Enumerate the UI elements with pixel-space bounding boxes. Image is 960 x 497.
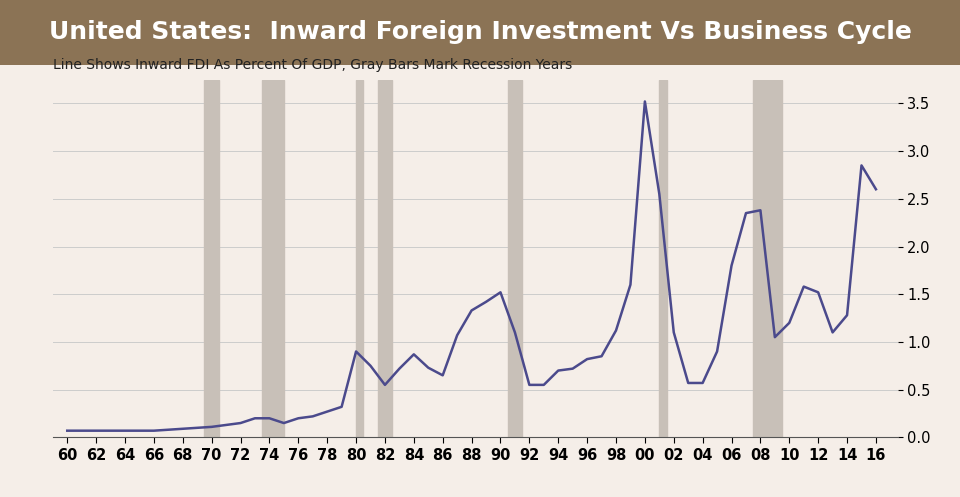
Bar	[377, 80, 393, 437]
Text: United States:  Inward Foreign Investment Vs Business Cycle: United States: Inward Foreign Investment…	[49, 20, 911, 44]
Bar	[508, 80, 522, 437]
Bar	[262, 80, 284, 437]
Bar	[356, 80, 363, 437]
Text: Line Shows Inward FDI As Percent Of GDP, Gray Bars Mark Recession Years: Line Shows Inward FDI As Percent Of GDP,…	[53, 58, 572, 72]
Bar	[204, 80, 219, 437]
Bar	[754, 80, 782, 437]
Bar	[660, 80, 666, 437]
